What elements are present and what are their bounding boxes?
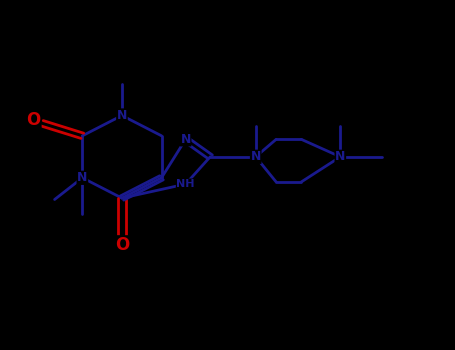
Text: NH: NH [177, 179, 195, 189]
Text: O: O [115, 236, 129, 254]
Text: O: O [26, 111, 41, 130]
Text: N: N [251, 150, 261, 163]
Text: N: N [77, 171, 87, 184]
Text: N: N [117, 109, 127, 122]
Text: N: N [181, 133, 191, 146]
Text: N: N [335, 150, 345, 163]
